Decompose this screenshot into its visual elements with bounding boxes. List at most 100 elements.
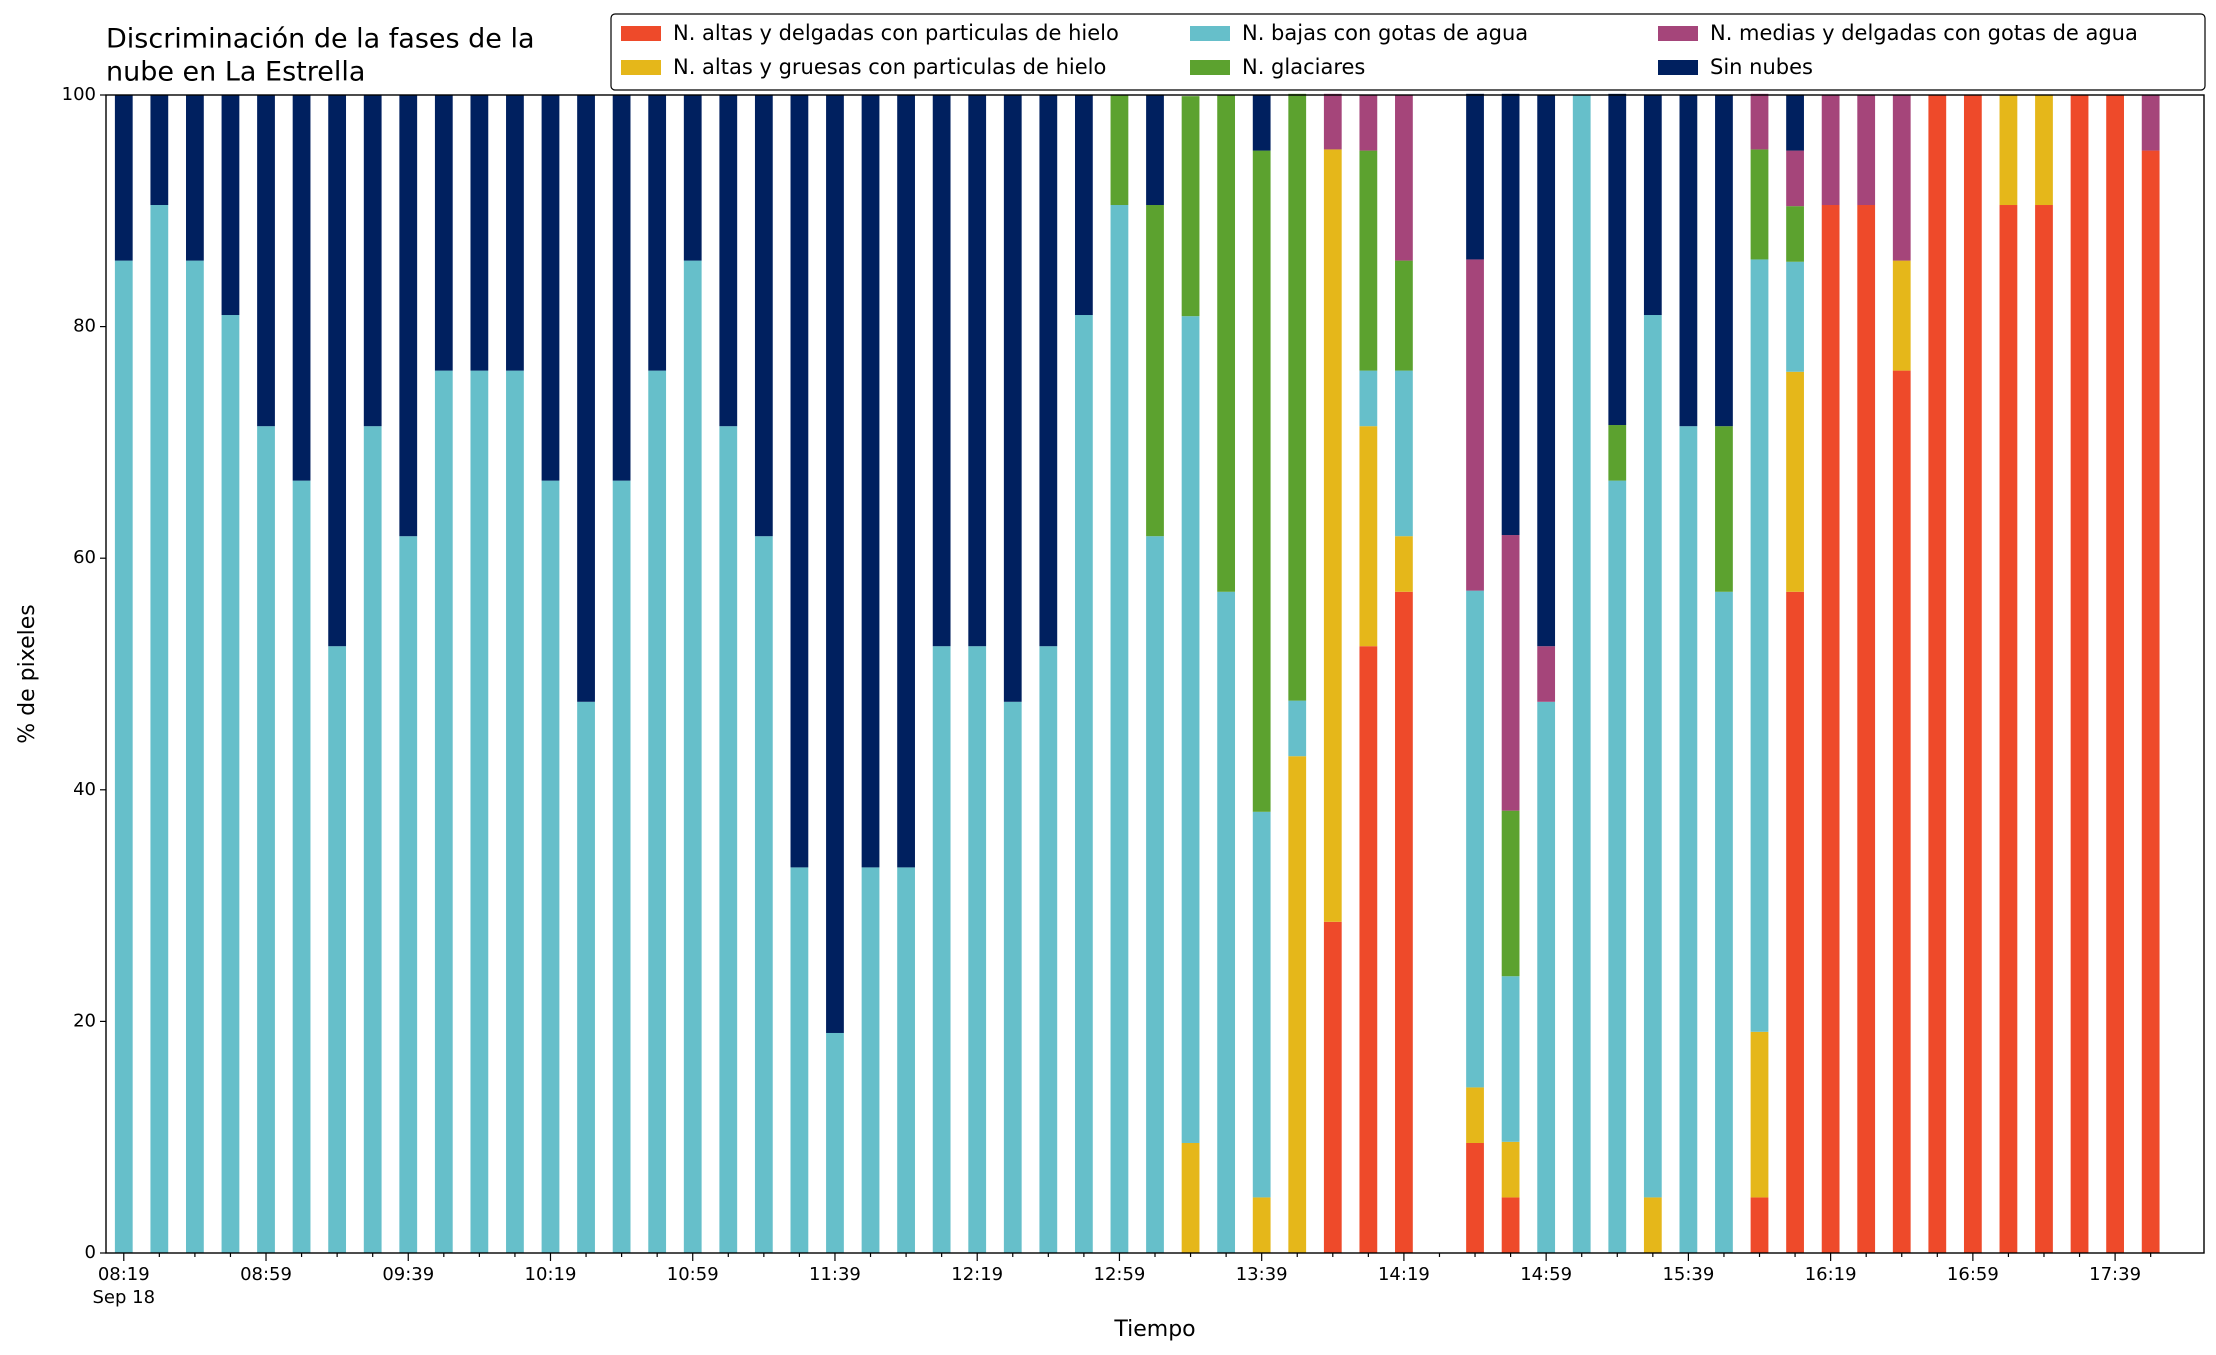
bar-segment — [2141, 95, 2160, 151]
bar-segment — [399, 536, 418, 1253]
bar-segment — [1395, 370, 1413, 537]
bar-segment — [1750, 1031, 1769, 1198]
bar-segment — [1323, 921, 1342, 1253]
bar-segment — [150, 205, 169, 1253]
bar-segment — [1323, 93, 1342, 150]
legend-label: N. medias y delgadas con gotas de agua — [1710, 21, 2138, 45]
x-tick-label: 08:19 — [98, 1264, 150, 1285]
bar-segment — [1003, 95, 1022, 702]
bar-segment — [1466, 93, 1484, 260]
bar-segment — [150, 95, 169, 206]
x-tick-label: 12:59 — [1094, 1264, 1146, 1285]
bar-segment — [1074, 315, 1093, 1253]
bar-segment — [1537, 95, 1556, 647]
bar-segment — [1892, 260, 1911, 371]
bar-segment — [683, 95, 702, 261]
bar-segment — [1537, 701, 1556, 1253]
bar-segment — [1857, 205, 1876, 1253]
x-tick-label: 08:59 — [240, 1264, 292, 1285]
bar-segment — [257, 95, 275, 427]
bar-segment — [968, 95, 987, 647]
bar-segment — [1750, 1197, 1769, 1253]
legend-label: N. altas y delgadas con particulas de hi… — [673, 21, 1119, 45]
bar-segment — [470, 95, 489, 371]
x-tick-label: 10:19 — [525, 1264, 577, 1285]
bar-segment — [1501, 93, 1520, 536]
bar-segment — [1928, 95, 1947, 1253]
bar-segment — [1537, 646, 1556, 702]
bar-segment — [1999, 205, 2018, 1253]
bar-segment — [2106, 95, 2124, 1253]
bar-segment — [1786, 206, 1804, 262]
bar-segment — [1323, 149, 1342, 922]
bar-segment — [1643, 95, 1662, 316]
bar-segment — [1608, 93, 1627, 426]
bar-segment — [1608, 425, 1627, 481]
bar-segment — [754, 95, 773, 537]
bar-segment — [257, 426, 275, 1253]
bar-segment — [399, 95, 418, 537]
bar-segment — [1750, 259, 1769, 1032]
x-tick-label: 13:39 — [1236, 1264, 1288, 1285]
bar-segment — [2035, 205, 2053, 1253]
bar-segment — [1146, 95, 1164, 206]
bar-segment — [1892, 370, 1911, 1253]
bar-segment — [186, 260, 204, 1253]
legend-label: Sin nubes — [1710, 55, 1813, 79]
bar-segment — [897, 95, 915, 868]
bar-segment — [754, 536, 773, 1253]
bar-segment — [1466, 259, 1484, 591]
bar-segment — [1395, 536, 1413, 592]
y-tick-label: 0 — [85, 1242, 96, 1263]
bar-segment — [2070, 95, 2089, 1253]
bar-segment — [1786, 261, 1804, 372]
bar-segment — [1395, 591, 1413, 1253]
bar-segment — [1501, 976, 1520, 1142]
bar-segment — [1501, 810, 1520, 977]
bar-segment — [861, 867, 880, 1253]
bar-segment — [1466, 1087, 1484, 1143]
bar-segment — [683, 260, 702, 1253]
bar-segment — [1786, 150, 1804, 207]
x-sublabel: Sep 18 — [92, 1287, 155, 1308]
bar-segment — [363, 426, 382, 1253]
bar-segment — [114, 260, 133, 1253]
bar-segment — [1715, 95, 1733, 427]
x-tick-label: 10:59 — [667, 1264, 719, 1285]
bar-segment — [1786, 95, 1804, 151]
bar-segment — [1110, 95, 1129, 206]
bar-segment — [541, 480, 560, 1253]
bar-segment — [1999, 95, 2018, 206]
bar-segment — [328, 646, 347, 1253]
bar-segment — [1963, 95, 1982, 1253]
bar-segment — [221, 315, 240, 1253]
legend-swatch — [1658, 60, 1698, 75]
bar-segment — [1395, 260, 1413, 371]
bar-segment — [1608, 480, 1627, 1253]
legend-swatch — [1190, 26, 1230, 41]
bar-segment — [186, 95, 204, 261]
x-tick-label: 09:39 — [382, 1264, 434, 1285]
x-tick-label: 11:39 — [809, 1264, 861, 1285]
bar-segment — [1288, 93, 1307, 701]
bar-segment — [1679, 426, 1698, 1253]
bar-segment — [1359, 370, 1378, 427]
legend-label: N. bajas con gotas de agua — [1242, 21, 1528, 45]
bar-segment — [221, 95, 240, 316]
bar-segment — [932, 95, 951, 647]
bar-segment — [790, 95, 809, 868]
bar-segment — [2035, 95, 2053, 206]
bar-segment — [1466, 590, 1484, 1088]
bar-segment — [1643, 1197, 1662, 1253]
x-tick-label: 17:39 — [2089, 1264, 2141, 1285]
bar-segment — [1786, 371, 1804, 592]
legend-swatch — [1190, 60, 1230, 75]
bar-segment — [1750, 149, 1769, 260]
bar-segment — [826, 1032, 844, 1253]
bar-segment — [1217, 95, 1236, 592]
legend-swatch — [1658, 26, 1698, 41]
bar-segment — [1501, 1197, 1520, 1253]
bar-segment — [1395, 95, 1413, 261]
bar-segment — [2141, 150, 2160, 1254]
bar-segment — [1252, 150, 1271, 812]
